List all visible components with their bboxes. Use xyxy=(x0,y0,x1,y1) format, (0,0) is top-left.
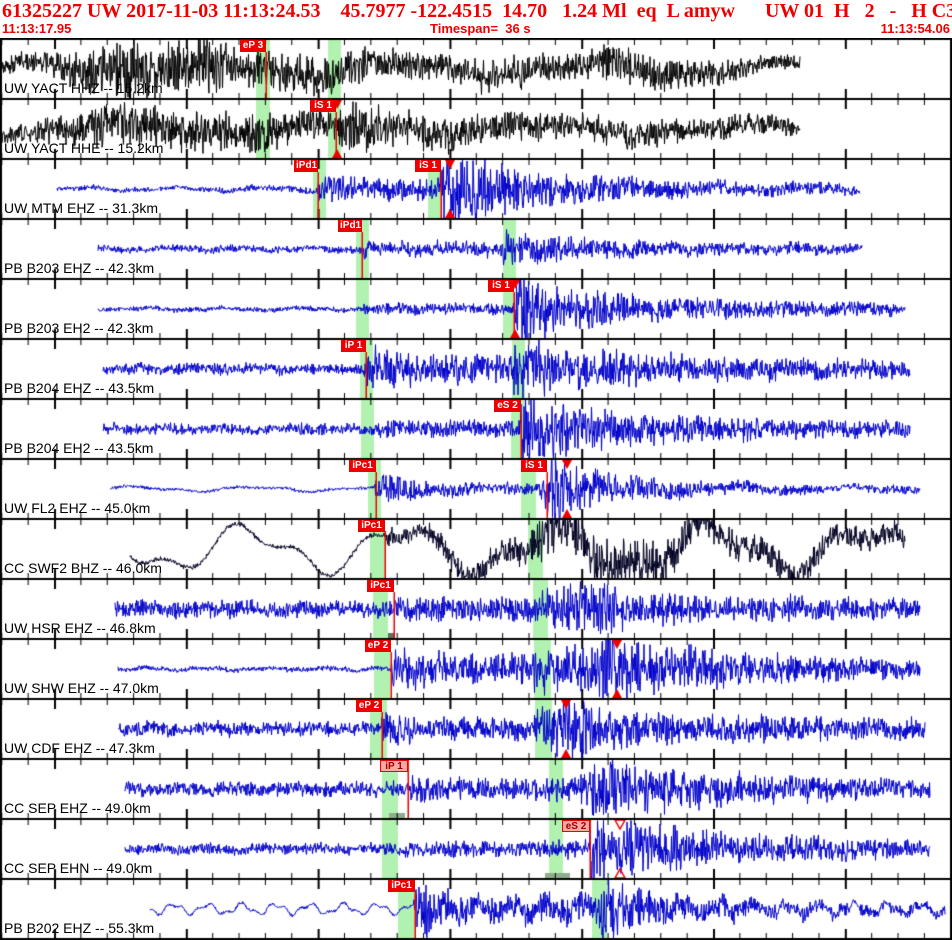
pick-label[interactable]: iS 1 xyxy=(488,280,514,292)
pick-label[interactable]: eP 2 xyxy=(365,640,391,652)
pick-label[interactable]: iPd1 xyxy=(294,160,318,172)
trace-label-0: UW YACT HHZ -- 15.2km xyxy=(4,80,163,96)
trace-label-4: PB B203 EH2 -- 42.3km xyxy=(4,320,154,336)
trace-label-3: PB B203 EHZ -- 42.3km xyxy=(4,260,155,276)
pick-label[interactable]: eS 2 xyxy=(494,400,521,412)
trace-label-8: CC SWF2 BHZ -- 46.0km xyxy=(4,560,162,576)
trace-label-10: UW SHW EHZ -- 47.0km xyxy=(4,680,159,696)
trace-label-5: PB B204 EHZ -- 43.5km xyxy=(4,380,155,396)
pick-label[interactable]: iS 1 xyxy=(415,160,441,172)
pick-label[interactable]: eP 3 xyxy=(240,40,266,52)
trace-label-14: PB B202 EHZ -- 55.3km xyxy=(4,920,155,936)
trace-label-12: CC SEP EHZ -- 49.0km xyxy=(4,800,151,816)
pick-label[interactable]: iP 1 xyxy=(341,340,366,352)
trace-label-13: CC SEP EHN -- 49.0km xyxy=(4,860,153,876)
timespan-label: Timespan= 36 s xyxy=(430,21,531,36)
pick-label[interactable]: iPc1 xyxy=(388,880,415,892)
pick-label[interactable]: iP 1 xyxy=(380,760,408,772)
pick-label[interactable]: iS 1 xyxy=(521,460,547,472)
seismogram-canvas[interactable] xyxy=(0,38,952,940)
pick-label[interactable]: iPd1 xyxy=(338,220,362,232)
trace-label-7: UW FL2 EHZ -- 45.0km xyxy=(4,500,151,516)
window-start-time: 11:13:17.95 xyxy=(2,21,72,36)
pick-label[interactable]: iS 1 xyxy=(310,100,336,112)
window-end-time: 11:13:54.06 xyxy=(880,21,950,36)
event-summary-line: 61325227 UW 2017-11-03 11:13:24.53 45.79… xyxy=(2,0,952,22)
pick-label[interactable]: iPc1 xyxy=(367,580,394,592)
trace-label-11: UW CDF EHZ -- 47.3km xyxy=(4,740,155,756)
pick-label[interactable]: eP 2 xyxy=(356,700,382,712)
pick-label[interactable]: eS 2 xyxy=(562,820,590,832)
pick-label[interactable]: iPc1 xyxy=(349,460,376,472)
pick-label[interactable]: iPc1 xyxy=(358,520,385,532)
time-axis-header: 11:13:17.95 Timespan= 36 s 11:13:54.06 xyxy=(0,21,952,38)
trace-region: UW YACT HHZ -- 15.2km eP 3 UW YACT HHE -- … xyxy=(0,38,952,940)
trace-label-6: PB B204 EH2 -- 43.5km xyxy=(4,440,154,456)
trace-label-1: UW YACT HHE -- 15.2km xyxy=(4,140,164,156)
trace-label-2: UW MTM EHZ -- 31.3km xyxy=(4,200,158,216)
trace-label-9: UW HSR EHZ -- 46.8km xyxy=(4,620,156,636)
